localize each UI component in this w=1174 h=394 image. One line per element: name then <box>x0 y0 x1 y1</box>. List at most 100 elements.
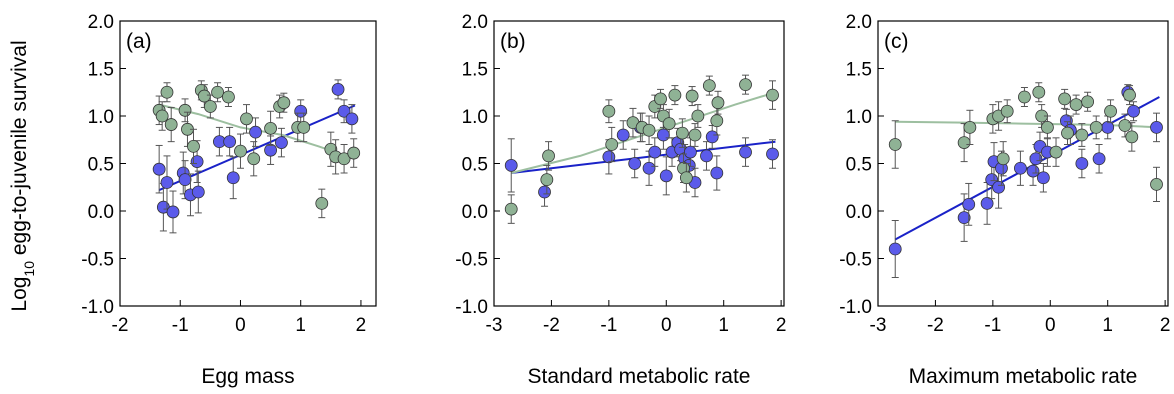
green-data-point <box>662 117 676 130</box>
x-tick-label: 0 <box>235 315 246 336</box>
blue-data-point <box>888 242 902 256</box>
blue-data-point <box>628 157 642 170</box>
y-tick-label: 0.0 <box>462 202 488 223</box>
y-tick-label: -1.0 <box>839 297 872 318</box>
x-axis-label: Standard metabolic rate <box>528 365 751 388</box>
blue-data-point <box>616 128 630 142</box>
panels: -1.0 -0.5 0.0 0.5 1.0 1.5 2.0 -2 -1 0 1 2 Egg mass (a… <box>81 12 1170 388</box>
blue-data-point <box>642 161 656 175</box>
x-tick-label: -3 <box>870 315 887 336</box>
panel-1: -1.0 -0.5 0.0 0.5 1.0 1.5 2.0 -2 -1 0 1 2 Egg mass (a… <box>81 12 377 388</box>
blue-fit-line <box>511 140 776 174</box>
y-tick-label: -0.5 <box>81 250 114 271</box>
x-axis-label: Maximum metabolic rate <box>909 365 1138 388</box>
blue-data-point <box>962 197 976 211</box>
green-data-point <box>739 78 752 92</box>
y-tick-label: 1.5 <box>846 60 872 81</box>
green-data-point <box>540 173 554 187</box>
blue-data-point <box>1014 161 1027 175</box>
green-data-point <box>187 139 200 153</box>
green-data-point <box>766 88 779 102</box>
x-tick-label: 2 <box>776 315 787 336</box>
green-data-point <box>1081 95 1095 109</box>
blue-data-point <box>992 180 1005 194</box>
panel-label: (b) <box>500 30 526 53</box>
blue-data-point <box>657 128 670 142</box>
blue-data-point <box>705 130 719 144</box>
green-data-point <box>888 138 902 151</box>
blue-data-point <box>190 155 204 169</box>
blue-data-point <box>264 143 277 157</box>
blue-data-point <box>166 205 180 219</box>
y-tick-label: 0.0 <box>846 202 872 223</box>
green-data-point <box>654 92 667 106</box>
green-data-point <box>315 196 329 210</box>
y-axis-label-rest: egg-to-juvenile survival <box>8 40 31 261</box>
blue-data-point <box>739 145 752 159</box>
green-data-point <box>1000 104 1014 118</box>
green-data-point <box>1118 119 1132 132</box>
green-data-point <box>1049 145 1063 159</box>
green-data-point <box>685 89 699 103</box>
green-data-point <box>234 144 247 158</box>
y-axis-label: Log10 egg-to-juvenile survival <box>8 40 37 311</box>
panel-3: -1.0 -0.5 0.0 0.5 1.0 1.5 2.0 -3 -2 -1 0 1 2 Maximum … <box>839 12 1170 388</box>
green-data-point <box>297 121 311 134</box>
x-tick-label: 1 <box>718 315 729 336</box>
green-data-point <box>247 152 261 166</box>
green-data-point <box>160 85 174 99</box>
blue-data-point <box>294 104 308 118</box>
x-tick-label: 0 <box>661 315 672 336</box>
blue-data-point <box>710 166 724 180</box>
green-data-point <box>1018 90 1031 104</box>
green-data-point <box>264 121 277 135</box>
green-data-point <box>1058 92 1072 106</box>
blue-data-point <box>1101 121 1115 134</box>
green-data-point <box>1123 88 1136 102</box>
green-data-point <box>668 88 682 102</box>
blue-data-point <box>659 169 673 183</box>
green-data-point <box>197 89 211 103</box>
x-tick-label: -3 <box>486 315 503 336</box>
y-tick-label: -1.0 <box>455 297 488 318</box>
y-tick-label: 0.5 <box>462 155 488 176</box>
blue-data-point <box>766 147 779 161</box>
green-data-point <box>688 128 702 142</box>
green-data-point <box>1125 130 1139 144</box>
blue-data-point <box>249 125 262 139</box>
green-data-point <box>702 79 716 92</box>
green-data-point <box>710 114 724 128</box>
green-data-point <box>1089 121 1103 134</box>
green-data-point <box>155 109 169 123</box>
blue-data-point <box>191 185 205 199</box>
blue-data-point <box>957 211 971 225</box>
panel-label: (a) <box>126 30 152 53</box>
y-tick-label: -0.5 <box>455 250 488 271</box>
green-data-point <box>675 126 689 140</box>
green-data-point <box>963 121 977 134</box>
x-tick-label: 2 <box>1160 315 1171 336</box>
blue-fit-line <box>158 104 356 192</box>
blue-data-point <box>1026 164 1040 178</box>
y-tick-label: -0.5 <box>839 250 872 271</box>
y-tick-label: 1.0 <box>88 107 114 128</box>
blue-data-point <box>226 171 240 185</box>
green-data-point <box>691 109 705 123</box>
x-tick-label: 1 <box>1102 315 1113 336</box>
y-tick-label: 0.5 <box>88 155 114 176</box>
blue-data-point <box>980 196 994 210</box>
blue-data-point <box>648 145 662 159</box>
green-data-point <box>679 171 693 185</box>
x-tick-label: 2 <box>356 315 367 336</box>
green-data-point <box>504 202 518 216</box>
x-tick-label: -1 <box>984 315 1001 336</box>
green-data-point <box>1069 98 1083 111</box>
blue-data-point <box>602 150 616 164</box>
green-data-point <box>1032 85 1046 99</box>
green-data-point <box>957 136 971 150</box>
green-data-point <box>602 104 616 118</box>
blue-data-point <box>683 145 697 159</box>
green-data-point <box>605 138 619 151</box>
y-tick-label: 0.0 <box>88 202 114 223</box>
x-tick-label: -2 <box>927 315 944 336</box>
